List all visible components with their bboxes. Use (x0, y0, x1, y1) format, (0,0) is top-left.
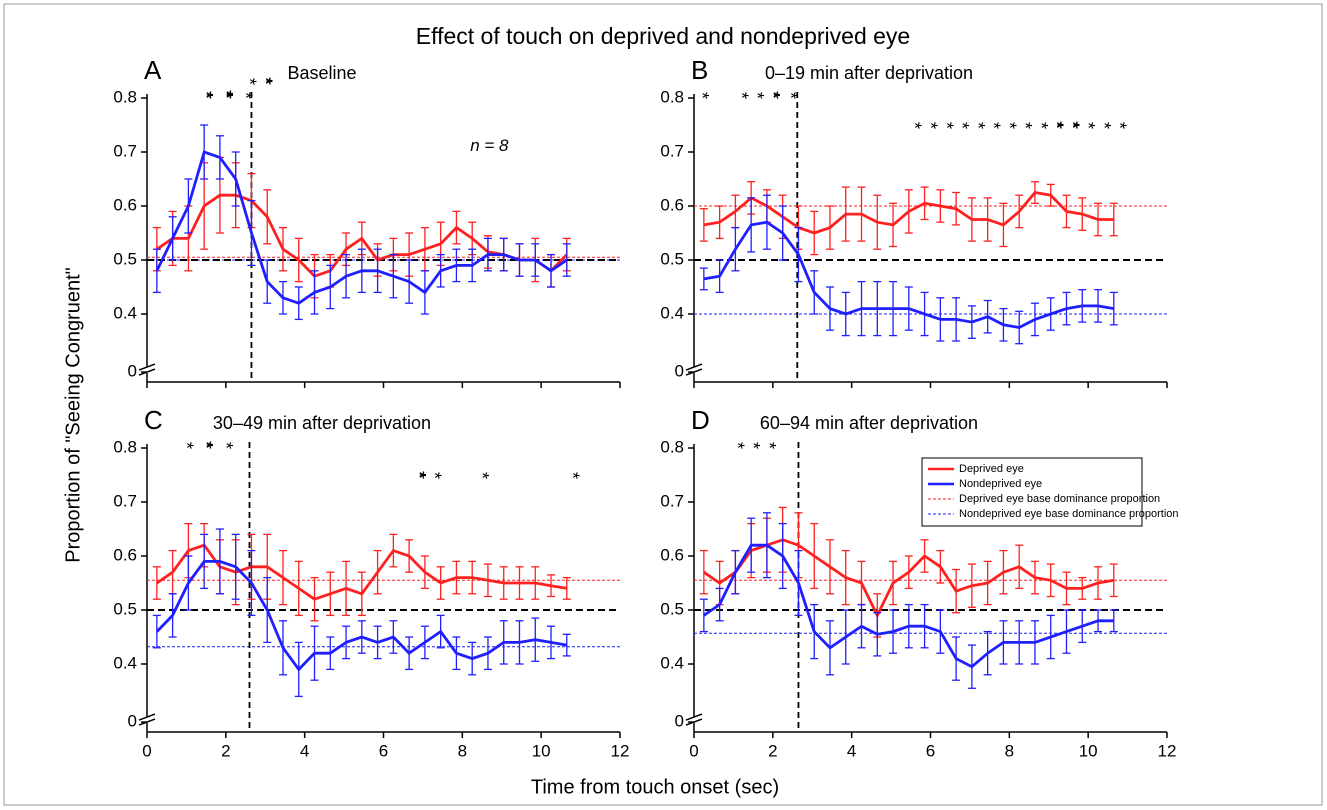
y-tick-label: 0.8 (660, 87, 684, 106)
y-axis-label: Proportion of "Seeing Congruent" (62, 267, 84, 563)
panel-letter: C (144, 405, 163, 435)
series-line (703, 538, 1115, 619)
x-tick-label: 6 (926, 742, 935, 761)
series-line (703, 543, 1114, 669)
y-tick-label: 0.4 (113, 303, 137, 322)
y-tick-label: 0 (675, 712, 684, 731)
series-line (703, 190, 1114, 235)
y-tick-label: 0.5 (113, 599, 137, 618)
axis-break (138, 363, 156, 371)
x-tick-label: 2 (768, 742, 777, 761)
y-tick-label: 0.5 (113, 249, 137, 268)
panel-letter: A (144, 55, 162, 85)
legend-label: Deprived eye base dominance proportion (959, 493, 1160, 505)
y-tick-label: 0 (128, 362, 137, 381)
y-tick-label: 0 (675, 362, 684, 381)
y-tick-label: 0.7 (113, 491, 137, 510)
x-tick-label: 12 (1158, 742, 1177, 761)
error-bar (699, 208, 708, 242)
y-tick-label: 0.7 (113, 141, 137, 160)
error-bar (699, 549, 708, 595)
y-tick-label: 0.8 (113, 87, 137, 106)
series-line (156, 543, 568, 601)
axis-break-gap (144, 717, 150, 724)
axis-break (138, 713, 156, 721)
figure-title: Effect of touch on deprived and nondepri… (416, 23, 910, 49)
y-tick-label: 0.8 (660, 437, 684, 456)
x-axis-label: Time from touch onset (sec) (531, 776, 779, 798)
y-tick-label: 0.6 (113, 545, 137, 564)
axis-break-gap (691, 367, 697, 374)
panel-letter: D (691, 405, 710, 435)
x-tick-label: 6 (379, 742, 388, 761)
y-tick-label: 0.6 (660, 195, 684, 214)
panel-subtitle: 60–94 min after deprivation (760, 413, 978, 433)
y-tick-label: 0.5 (660, 599, 684, 618)
y-tick-label: 0.8 (113, 437, 137, 456)
error-bar (152, 248, 161, 294)
x-tick-label: 10 (532, 742, 551, 761)
legend-label: Nondeprived eye (959, 478, 1042, 490)
y-tick-label: 0.7 (660, 491, 684, 510)
axis-break-gap (144, 367, 150, 374)
x-tick-label: 8 (1005, 742, 1014, 761)
y-tick-label: 0.7 (660, 141, 684, 160)
x-tick-label: 12 (611, 742, 630, 761)
series-line (155, 150, 568, 305)
legend-label: Nondeprived eye base dominance proportio… (959, 508, 1179, 520)
legend-box (921, 457, 1143, 527)
y-tick-label: 0.5 (660, 249, 684, 268)
panel-letter: B (691, 55, 708, 85)
y-tick-label: 0.4 (113, 653, 137, 672)
y-tick-label: 0.4 (660, 653, 684, 672)
sample-size-note: n = 8 (470, 136, 509, 155)
panel-subtitle: Baseline (287, 63, 356, 83)
error-bar (152, 566, 161, 600)
y-tick-label: 0.6 (113, 195, 137, 214)
x-tick-label: 10 (1079, 742, 1098, 761)
error-bar (699, 267, 708, 291)
series-line (155, 560, 568, 672)
series-line (703, 220, 1115, 329)
x-tick-label: 0 (689, 742, 698, 761)
frame (3, 3, 1323, 806)
legend-label: Deprived eye (959, 463, 1024, 475)
axis-break-gap (691, 717, 697, 724)
x-tick-label: 0 (142, 742, 151, 761)
panel-subtitle: 0–19 min after deprivation (765, 63, 973, 83)
y-tick-label: 0.6 (660, 545, 684, 564)
error-bar (699, 598, 708, 633)
y-tick-label: 0 (128, 712, 137, 731)
x-tick-label: 8 (458, 742, 467, 761)
x-tick-label: 4 (847, 742, 856, 761)
y-tick-label: 0.4 (660, 303, 684, 322)
axis-break (685, 363, 703, 371)
error-bar (152, 614, 161, 649)
x-tick-label: 4 (300, 742, 309, 761)
axis-break (685, 713, 703, 721)
x-tick-label: 2 (221, 742, 230, 761)
panel-subtitle: 30–49 min after deprivation (213, 413, 431, 433)
